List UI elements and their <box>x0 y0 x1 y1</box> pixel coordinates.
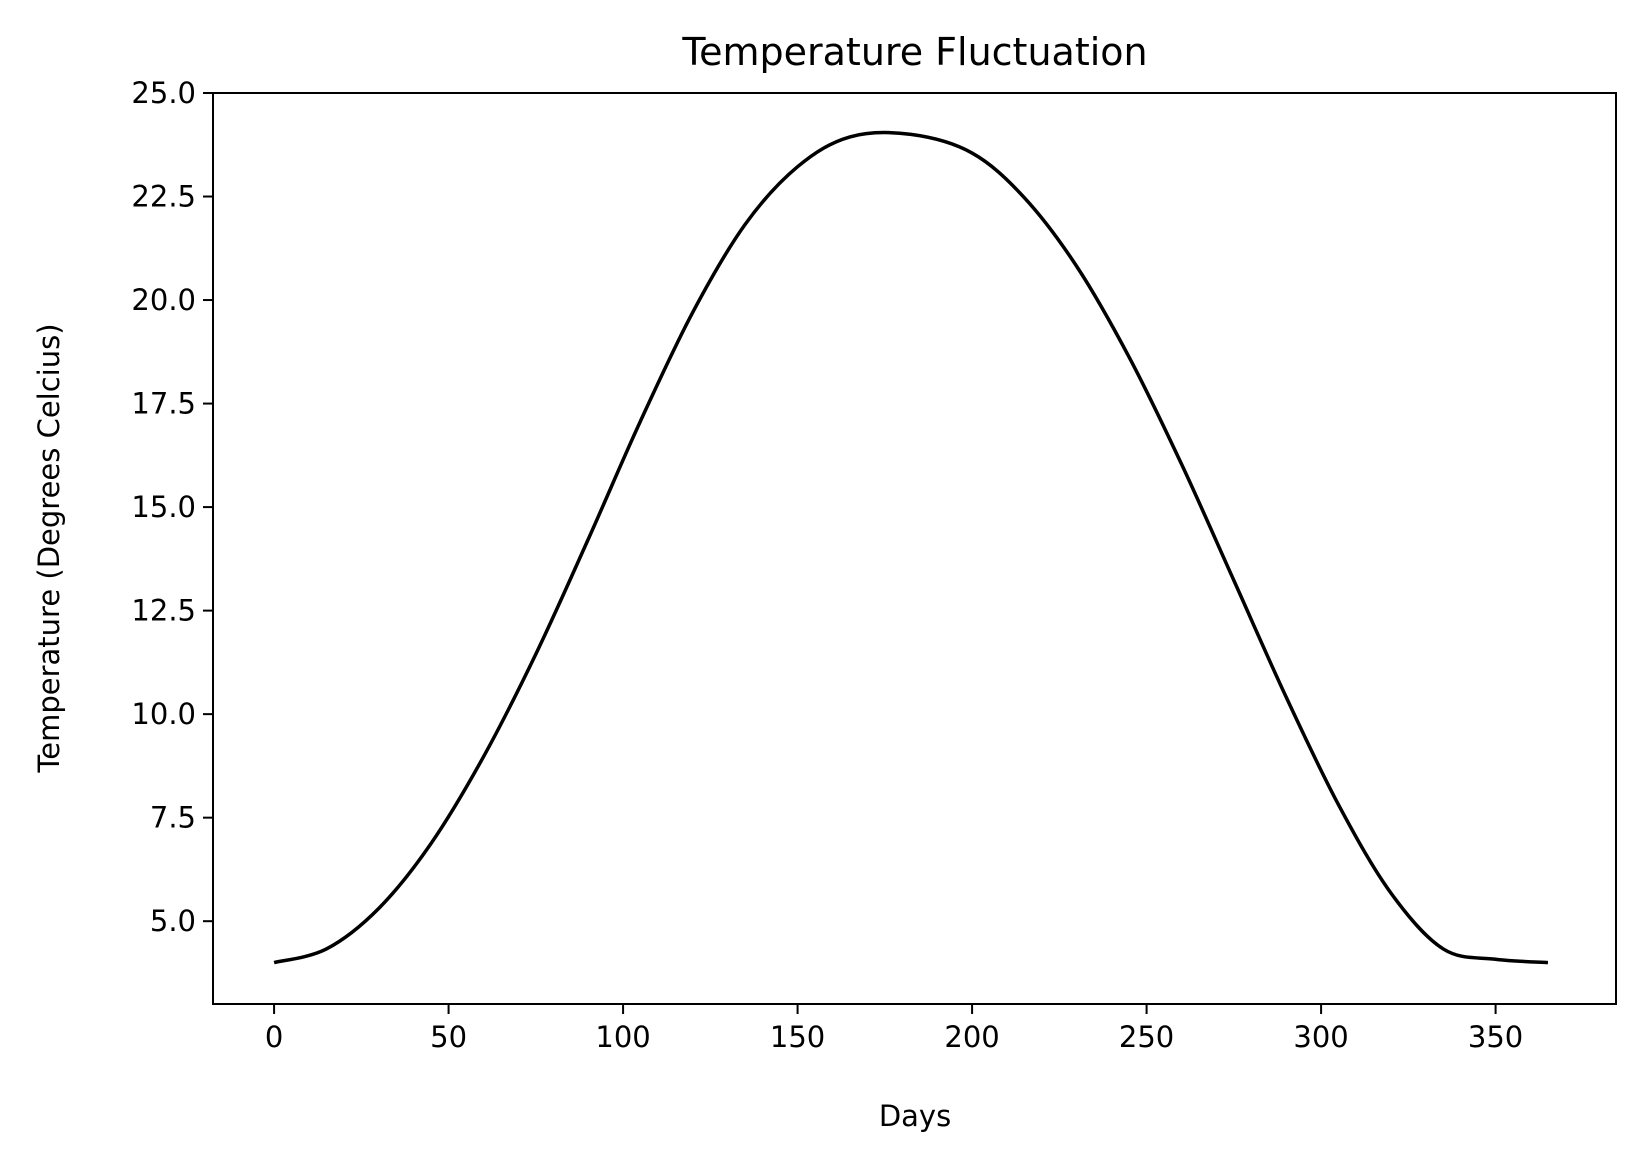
temperature-series-line <box>273 130 1549 965</box>
x-tick-label: 50 <box>430 1020 467 1054</box>
y-tick-label: 10.0 <box>131 697 196 731</box>
x-axis-ticks: 0 50 100 150 200 250 300 350 <box>265 1004 1523 1054</box>
x-axis-label: Days <box>879 1099 951 1133</box>
y-tick-label: 20.0 <box>131 283 196 317</box>
x-tick-label: 150 <box>770 1020 825 1054</box>
chart-title: Temperature Fluctuation <box>681 30 1147 74</box>
y-tick-label: 22.5 <box>131 180 196 214</box>
y-tick-label: 25.0 <box>131 76 196 110</box>
x-tick-label: 200 <box>944 1020 999 1054</box>
y-tick-label: 7.5 <box>150 801 196 835</box>
x-tick-label: 300 <box>1293 1020 1348 1054</box>
y-axis-ticks: 5.0 7.5 10.0 12.5 15.0 17.5 20.0 22.5 25.0 <box>131 76 213 938</box>
y-tick-label: 12.5 <box>131 594 196 628</box>
y-tick-label: 17.5 <box>131 387 196 421</box>
y-tick-label: 15.0 <box>131 490 196 524</box>
y-tick-label: 5.0 <box>150 904 196 938</box>
x-tick-label: 0 <box>265 1020 283 1054</box>
x-tick-label: 350 <box>1468 1020 1523 1054</box>
plot-area-frame <box>212 92 1617 1005</box>
y-axis-label: Temperature (Degrees Celcius) <box>32 323 66 773</box>
x-tick-label: 250 <box>1119 1020 1174 1054</box>
x-tick-label: 100 <box>595 1020 650 1054</box>
